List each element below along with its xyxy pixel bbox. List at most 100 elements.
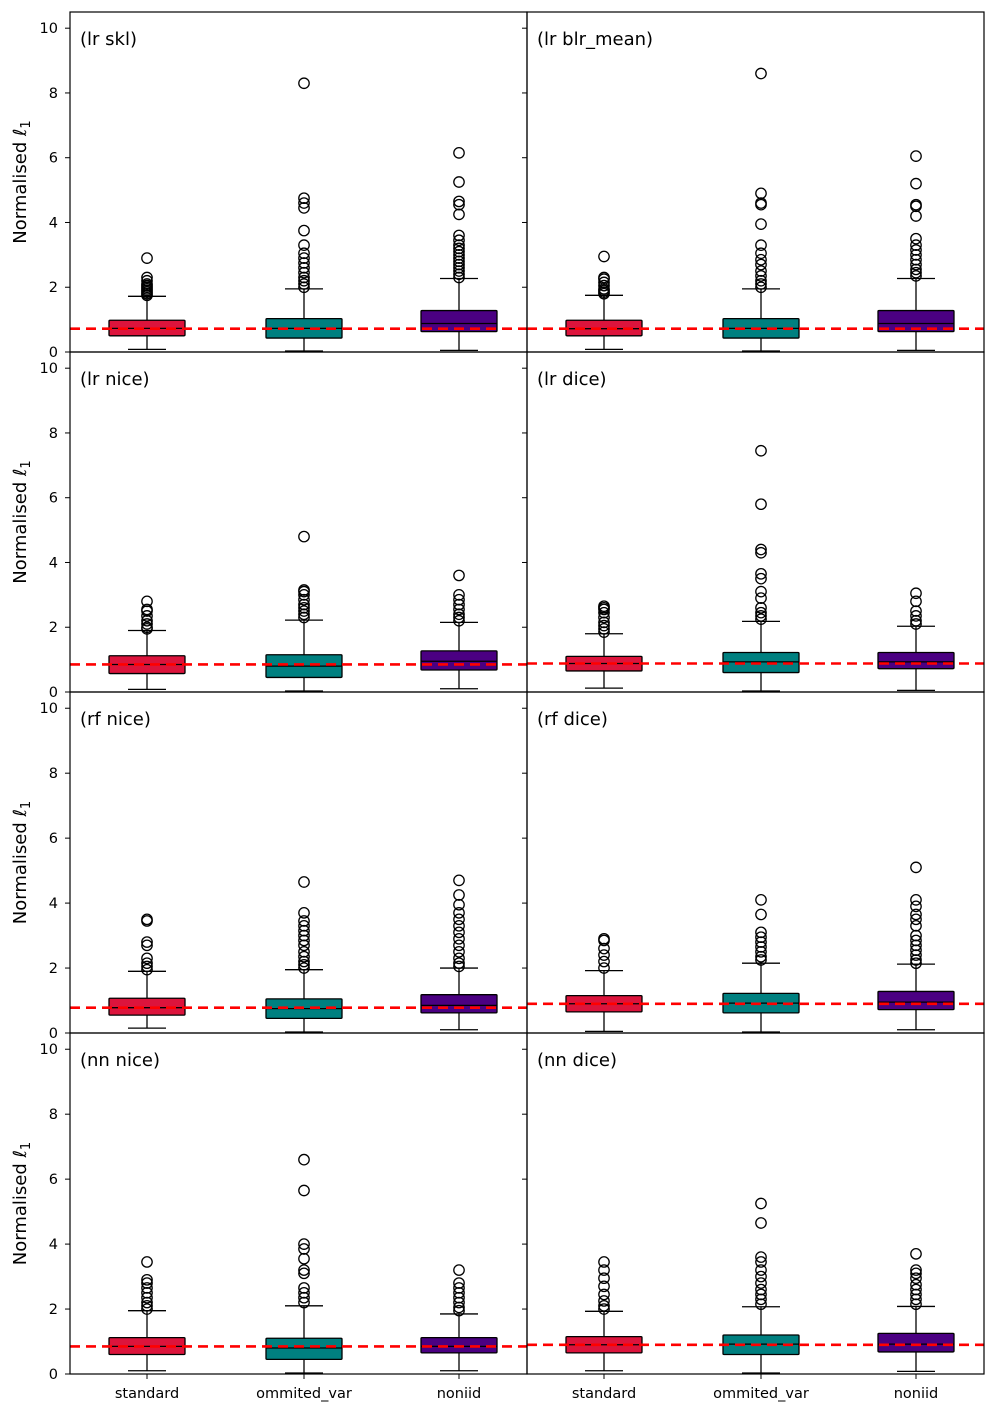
x-tick-label-noniid: noniid [894,1386,939,1402]
outlier-point [910,232,922,245]
outlier-point [598,271,610,284]
outlier-point [298,915,310,927]
outlier-point [453,1282,465,1294]
outlier-point [755,601,767,614]
y-tick-label: 6 [49,491,58,507]
outlier-point [298,958,310,971]
outlier-point [141,1296,153,1309]
outlier-point [141,960,153,973]
outlier-point [453,614,465,627]
outlier-point [910,239,922,251]
outlier-point [141,952,153,965]
outlier-point [453,608,465,621]
outlier-point [755,1217,767,1229]
outlier-point [598,1295,610,1307]
y-tick-label: 4 [49,215,58,231]
outlier-point [298,224,310,237]
iqr-box [265,1337,343,1361]
outlier-point [453,913,465,926]
box-standard [108,252,186,351]
panel-5: 0 2 4 6 8 10 (rf nice) Normalised ℓ1 [10,691,528,1042]
outlier-point [910,900,922,913]
box-standard [108,1256,186,1372]
outlier-point [755,606,767,619]
outlier-point [453,1304,465,1317]
outlier-point [910,1278,922,1291]
panel-1: 0 2 4 6 8 10 (lr skl) Normalised ℓ1 [10,11,528,361]
outlier-point [598,1303,610,1315]
outlier-point [755,1197,767,1210]
panel-title: (rf nice) [80,709,151,730]
outlier-point [453,1286,465,1299]
outlier-point [141,913,153,926]
outlier-point [453,208,465,221]
outlier-point [298,1291,310,1304]
box-standard [108,595,186,691]
y-tick-label: 0 [49,1026,58,1042]
outlier-point [755,247,767,260]
panel-3: 0 2 4 6 8 10 (lr nice) Normalised ℓ1 [10,351,528,701]
box-noniid [420,569,498,690]
outlier-point [598,623,610,635]
outlier-point [910,1298,922,1311]
outlier-point [298,601,310,614]
outlier-point [755,1283,767,1296]
outlier-point [755,67,767,80]
panel-title: (rf dice) [537,709,608,730]
outlier-point [910,244,922,256]
box-noniid [877,150,955,352]
outlier-point [453,919,465,932]
outlier-point [298,1286,310,1299]
outlier-point [298,239,310,251]
outlier-point [755,567,767,580]
outlier-point [755,258,767,271]
outlier-point [298,271,310,284]
outlier-point [298,929,310,942]
outlier-point [298,197,310,209]
outlier-point [910,253,922,266]
outlier-point [453,229,465,242]
outlier-point [298,945,310,958]
y-tick-label: 0 [49,1367,58,1383]
y-tick-label: 2 [49,280,58,296]
outlier-point [755,1298,767,1311]
outlier-point [141,603,153,616]
x-tick-label-standard: standard [572,1386,636,1402]
outlier-point [755,936,767,948]
outlier-point [755,1270,767,1283]
panel-title: (lr skl) [80,29,137,50]
box-ommited_var [722,1197,800,1374]
outlier-point [453,261,465,274]
outlier-point [910,957,922,970]
outlier-point [910,605,922,617]
outlier-point [755,239,767,251]
outlier-point [141,274,153,287]
box-standard [565,600,643,689]
outlier-point [453,589,465,601]
panel-title: (lr nice) [80,369,150,390]
outlier-point [453,603,465,616]
outlier-point [755,1288,767,1301]
outlier-point [298,1238,310,1250]
outlier-point [755,218,767,230]
outlier-point [298,247,310,260]
outlier-point [910,618,922,630]
outlier-point [453,265,465,277]
outlier-point [755,1277,767,1289]
outlier-point [298,252,310,264]
outlier-point [598,616,610,629]
outlier-point [755,1293,767,1306]
outlier-point [910,1267,922,1280]
outlier-point [910,908,922,921]
outlier-point [755,274,767,287]
x-tick-label-ommited_var: ommited_var [713,1386,809,1402]
outlier-point [598,1288,610,1301]
outlier-point [298,266,310,279]
outlier-point [755,281,767,294]
y-tick-label: 0 [49,685,58,701]
outlier-point [453,147,465,159]
outlier-point [598,949,610,961]
outlier-point [453,239,465,251]
outlier-point [453,926,465,939]
outlier-point [598,962,610,974]
